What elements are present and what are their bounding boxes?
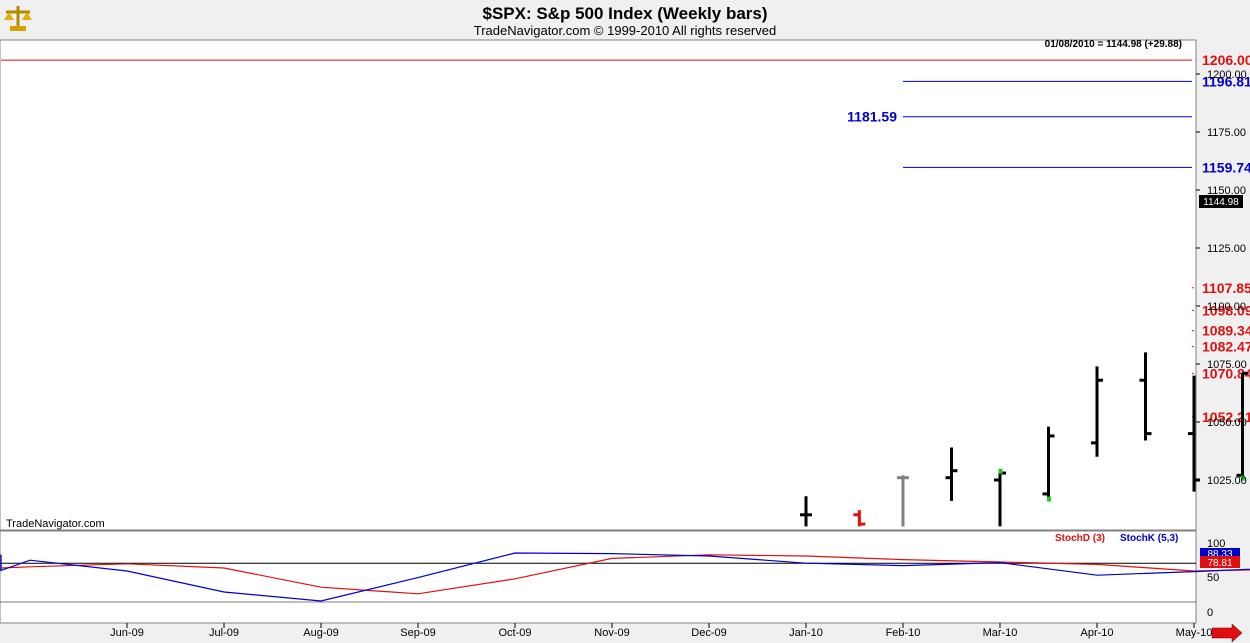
watermark: TradeNavigator.com	[6, 518, 105, 530]
time-tick-label: Jan-10	[789, 627, 823, 639]
time-tick-label: Nov-09	[594, 627, 629, 639]
level-label: 1070.84	[1202, 366, 1250, 382]
price-tick-label: 1175.00	[1207, 127, 1246, 139]
time-tick-label: Dec-09	[691, 627, 726, 639]
last-price-box	[1199, 195, 1243, 208]
time-axis: Jun-09 Jul-09 Aug-09 Sep-09 Oct-09 Nov-09 Dec-…	[110, 623, 1212, 639]
level-label: 1206.00	[1202, 52, 1250, 68]
levels-layer: 1206.00 1196.81 1181.59 1159.74 1107.85 1098.…	[1, 52, 1250, 425]
price-tick-label: 1025.00	[1207, 475, 1247, 487]
time-tick-label: Oct-09	[498, 627, 531, 639]
time-tick-label: Apr-10	[1080, 627, 1113, 639]
price-tick-label: 1100.00	[1207, 301, 1246, 313]
time-tick-label: Sep-09	[400, 627, 435, 639]
level-label: 1089.34	[1202, 323, 1250, 339]
stochk-last-box	[1200, 548, 1240, 559]
legend-stochk: StochK (5,3)	[1120, 533, 1178, 544]
stoch-series-line	[0, 552, 1250, 602]
time-tick-label: Aug-09	[303, 627, 338, 639]
price-tick-label: 1050.00	[1207, 417, 1247, 429]
chart-subtitle: TradeNavigator.com © 1999-2010 All right…	[474, 23, 776, 38]
level-label: 1181.59	[847, 109, 897, 125]
level-label: 1159.74	[1202, 159, 1250, 175]
stochk-last-label: 88.33	[1207, 549, 1232, 560]
logo-icon[interactable]	[2, 2, 34, 34]
signal-marker	[1047, 496, 1051, 502]
level-label: 1107.85	[1202, 280, 1250, 296]
stochd-last-box	[1200, 556, 1240, 568]
price-plot-area[interactable]	[0, 39, 1197, 531]
level-label: 1052.21	[1202, 409, 1250, 425]
price-tick-label: 1200.00	[1207, 69, 1247, 81]
price-axis: 1200.00 1175.00 1150.00 1125.00 1100.00 1075.…	[1196, 69, 1247, 487]
indicator-layer	[0, 552, 1250, 603]
level-label: 1098.09	[1202, 302, 1250, 318]
indicator-axis: 100 50 0	[1207, 538, 1225, 619]
level-label: 1082.47	[1202, 339, 1250, 355]
stochd-last-label: 78.81	[1207, 558, 1232, 569]
stoch-series-line	[0, 554, 1250, 595]
time-tick-label: May-10	[1176, 627, 1213, 639]
price-tick-label: 1075.00	[1207, 359, 1247, 371]
price-tick-label: 1125.00	[1207, 243, 1246, 255]
indicator-tick-label: 100	[1207, 538, 1225, 550]
signal-marker	[998, 468, 1003, 474]
last-price-label: 1144.98	[1203, 197, 1239, 208]
signal-marker	[1241, 475, 1245, 481]
indicator-tick-label: 50	[1207, 572, 1219, 584]
level-label: 1196.81	[1202, 73, 1250, 89]
time-tick-label: Mar-10	[983, 627, 1018, 639]
arrow-right-icon[interactable]	[1211, 623, 1243, 643]
legend-stochd: StochD (3)	[1055, 533, 1105, 544]
time-tick-label: Jul-09	[209, 627, 239, 639]
time-tick-label: Feb-10	[886, 627, 921, 639]
quote-readout: 01/08/2010 = 1144.98 (+29.88)	[1045, 39, 1182, 50]
indicator-plot-area[interactable]	[0, 530, 1197, 624]
price-tick-label: 1150.00	[1207, 185, 1246, 197]
bars-layer	[800, 352, 1249, 527]
chart-title: $SPX: S&p 500 Index (Weekly bars)	[482, 4, 767, 23]
indicator-tick-label: 0	[1207, 607, 1213, 619]
time-tick-label: Jun-09	[110, 627, 144, 639]
